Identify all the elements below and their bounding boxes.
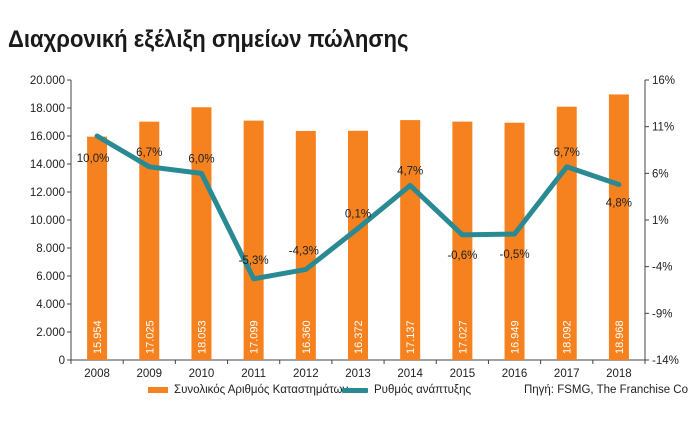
x-tick-label: 2016 — [502, 368, 528, 380]
bar — [400, 120, 421, 360]
line-value-label: -4,3% — [289, 245, 319, 257]
bar — [295, 130, 316, 360]
bar-series — [87, 94, 629, 361]
x-tick-label: 2017 — [554, 368, 580, 380]
x-tick-label: 2009 — [136, 368, 162, 380]
left-axis: 0 2.000 4.000 6.000 8.000 10.000 12.000 14.000 1… — [30, 75, 72, 367]
x-tick-label: 2018 — [606, 368, 632, 380]
line-value-label: -0,5% — [500, 249, 530, 261]
bar-value-label: 16.360 — [301, 320, 313, 354]
right-axis: -14% -9% -4% 1% 6% 11% 16% — [644, 75, 679, 367]
legend-item-line: Ρυθμός ανάπτυξης — [342, 384, 471, 396]
legend-swatch-bars — [148, 387, 168, 393]
legend: Συνολικός Αριθμός Καταστημάτων Ρυθμός αν… — [0, 380, 696, 402]
source-note: Πηγή: FSMG, The Franchise Co — [523, 384, 688, 396]
bar-value-label: 17.027 — [457, 320, 469, 354]
bar-value-label: 17.099 — [249, 320, 261, 354]
right-tick-label: -9% — [652, 308, 672, 320]
bar-value-label: 18.968 — [614, 320, 626, 354]
right-tick-label: -4% — [652, 262, 672, 274]
bar-value-labels: 15.954 17.025 18.053 17.099 16.360 16.372 17.1… — [92, 320, 626, 354]
x-tick-label: 2008 — [84, 368, 110, 380]
right-tick-label: 16% — [652, 75, 675, 87]
line-value-label: 10,0% — [77, 153, 110, 165]
line-value-label: -5,3% — [239, 255, 269, 267]
line-series — [94, 133, 622, 282]
bar — [348, 130, 368, 360]
line-value-labels: 10,0% 6,7% 6,0% -5,3% -4,3% 0,1% 4,7% -0,6% -0,5… — [77, 147, 632, 267]
x-tick-label: 2010 — [189, 368, 215, 380]
line-value-label: 6,7% — [136, 147, 162, 159]
bar-value-label: 16.949 — [510, 320, 522, 354]
right-tick-label: 6% — [652, 168, 669, 180]
left-tick-label: 18.000 — [30, 103, 65, 115]
bar — [504, 122, 525, 361]
chart-title: Διαχρονική εξέλιξη σημείων πώλησης — [8, 26, 409, 53]
x-tick-label: 2014 — [397, 368, 423, 380]
x-tick-label: 2015 — [450, 368, 476, 380]
line-value-label: 0,1% — [345, 208, 371, 220]
bar — [243, 120, 264, 360]
left-tick-label: 2.000 — [36, 327, 65, 339]
line-value-label: 4,7% — [397, 165, 423, 177]
bar-value-label: 17.025 — [144, 320, 156, 354]
bar — [87, 136, 108, 360]
left-tick-label: 10.000 — [30, 215, 65, 227]
bar — [608, 94, 629, 360]
left-tick-label: 4.000 — [36, 299, 65, 311]
left-tick-label: 16.000 — [30, 131, 65, 143]
bar-value-label: 17.137 — [405, 320, 417, 354]
left-tick-label: 8.000 — [36, 243, 65, 255]
right-tick-label: 11% — [652, 122, 674, 134]
bar — [139, 121, 160, 361]
legend-swatch-line — [342, 387, 368, 393]
line-value-label: 6,0% — [188, 153, 214, 165]
left-tick-label: 0 — [59, 355, 65, 367]
bar-value-label: 18.053 — [196, 320, 208, 354]
left-tick-label: 14.000 — [30, 159, 65, 171]
legend-label-line: Ρυθμός ανάπτυξης — [374, 384, 472, 396]
legend-label-bars: Συνολικός Αριθμός Καταστημάτων — [174, 384, 349, 396]
bar-value-label: 18.092 — [562, 320, 574, 354]
left-tick-label: 20.000 — [30, 75, 65, 87]
x-axis: 2008 2009 2010 2011 2012 2013 2014 2015 2016 2017… — [70, 359, 646, 380]
growth-line — [94, 133, 622, 282]
legend-item-bars: Συνολικός Αριθμός Καταστημάτων — [148, 384, 348, 396]
left-tick-label: 6.000 — [36, 271, 65, 283]
x-tick-label: 2013 — [345, 368, 371, 380]
x-tick-label: 2011 — [241, 368, 266, 380]
bar — [452, 121, 473, 360]
line-value-label: 4,8% — [606, 198, 632, 210]
left-tick-label: 12.000 — [30, 187, 65, 199]
bar-value-label: 16.372 — [353, 320, 365, 354]
bar-value-label: 15.954 — [92, 320, 104, 354]
line-value-label: -0,6% — [447, 250, 477, 262]
right-tick-label: -14% — [652, 355, 679, 367]
x-tick-label: 2012 — [293, 368, 319, 380]
right-tick-label: 1% — [652, 215, 669, 227]
line-value-label: 6,7% — [554, 147, 580, 159]
